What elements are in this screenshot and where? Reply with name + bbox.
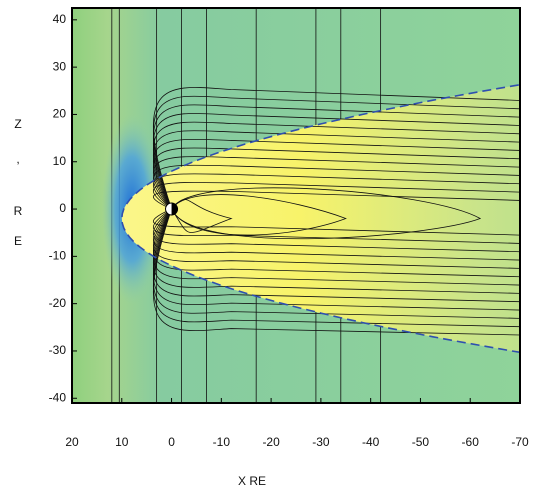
y-axis-label: E	[14, 234, 22, 248]
y-axis-label: Z	[14, 117, 21, 131]
x-axis-label: X RE	[238, 474, 266, 488]
x-tick-label: 20	[65, 435, 79, 449]
x-tick-label: -20	[262, 435, 280, 449]
x-tick-label: 0	[168, 435, 175, 449]
x-tick-label: -40	[362, 435, 380, 449]
y-tick-label: -20	[49, 296, 67, 310]
y-tick-label: -30	[49, 343, 67, 357]
y-axis-label: ,	[16, 152, 19, 166]
page: X RE 20 10 0 -10 -20 -30 -40 -50 -60 -70 -40 -30 -20…	[0, 0, 534, 493]
y-tick-label: -10	[49, 249, 67, 263]
y-tick-label: -40	[49, 390, 67, 404]
x-tick-label: -60	[462, 435, 480, 449]
y-tick-label: 0	[59, 201, 66, 215]
y-tick-label: 10	[53, 154, 67, 168]
y-axis-label: R	[14, 204, 23, 218]
plot-area	[72, 8, 534, 403]
x-tick-label: -70	[511, 435, 529, 449]
x-tick-label: -50	[412, 435, 430, 449]
x-tick-label: -30	[312, 435, 330, 449]
y-tick-label: 30	[53, 59, 67, 73]
chart: X RE 20 10 0 -10 -20 -30 -40 -50 -60 -70 -40 -30 -20…	[0, 0, 534, 493]
x-tick-label: 10	[115, 435, 129, 449]
y-tick-label: 20	[53, 107, 67, 121]
y-tick-label: 40	[53, 12, 67, 26]
x-tick-label: -10	[213, 435, 231, 449]
